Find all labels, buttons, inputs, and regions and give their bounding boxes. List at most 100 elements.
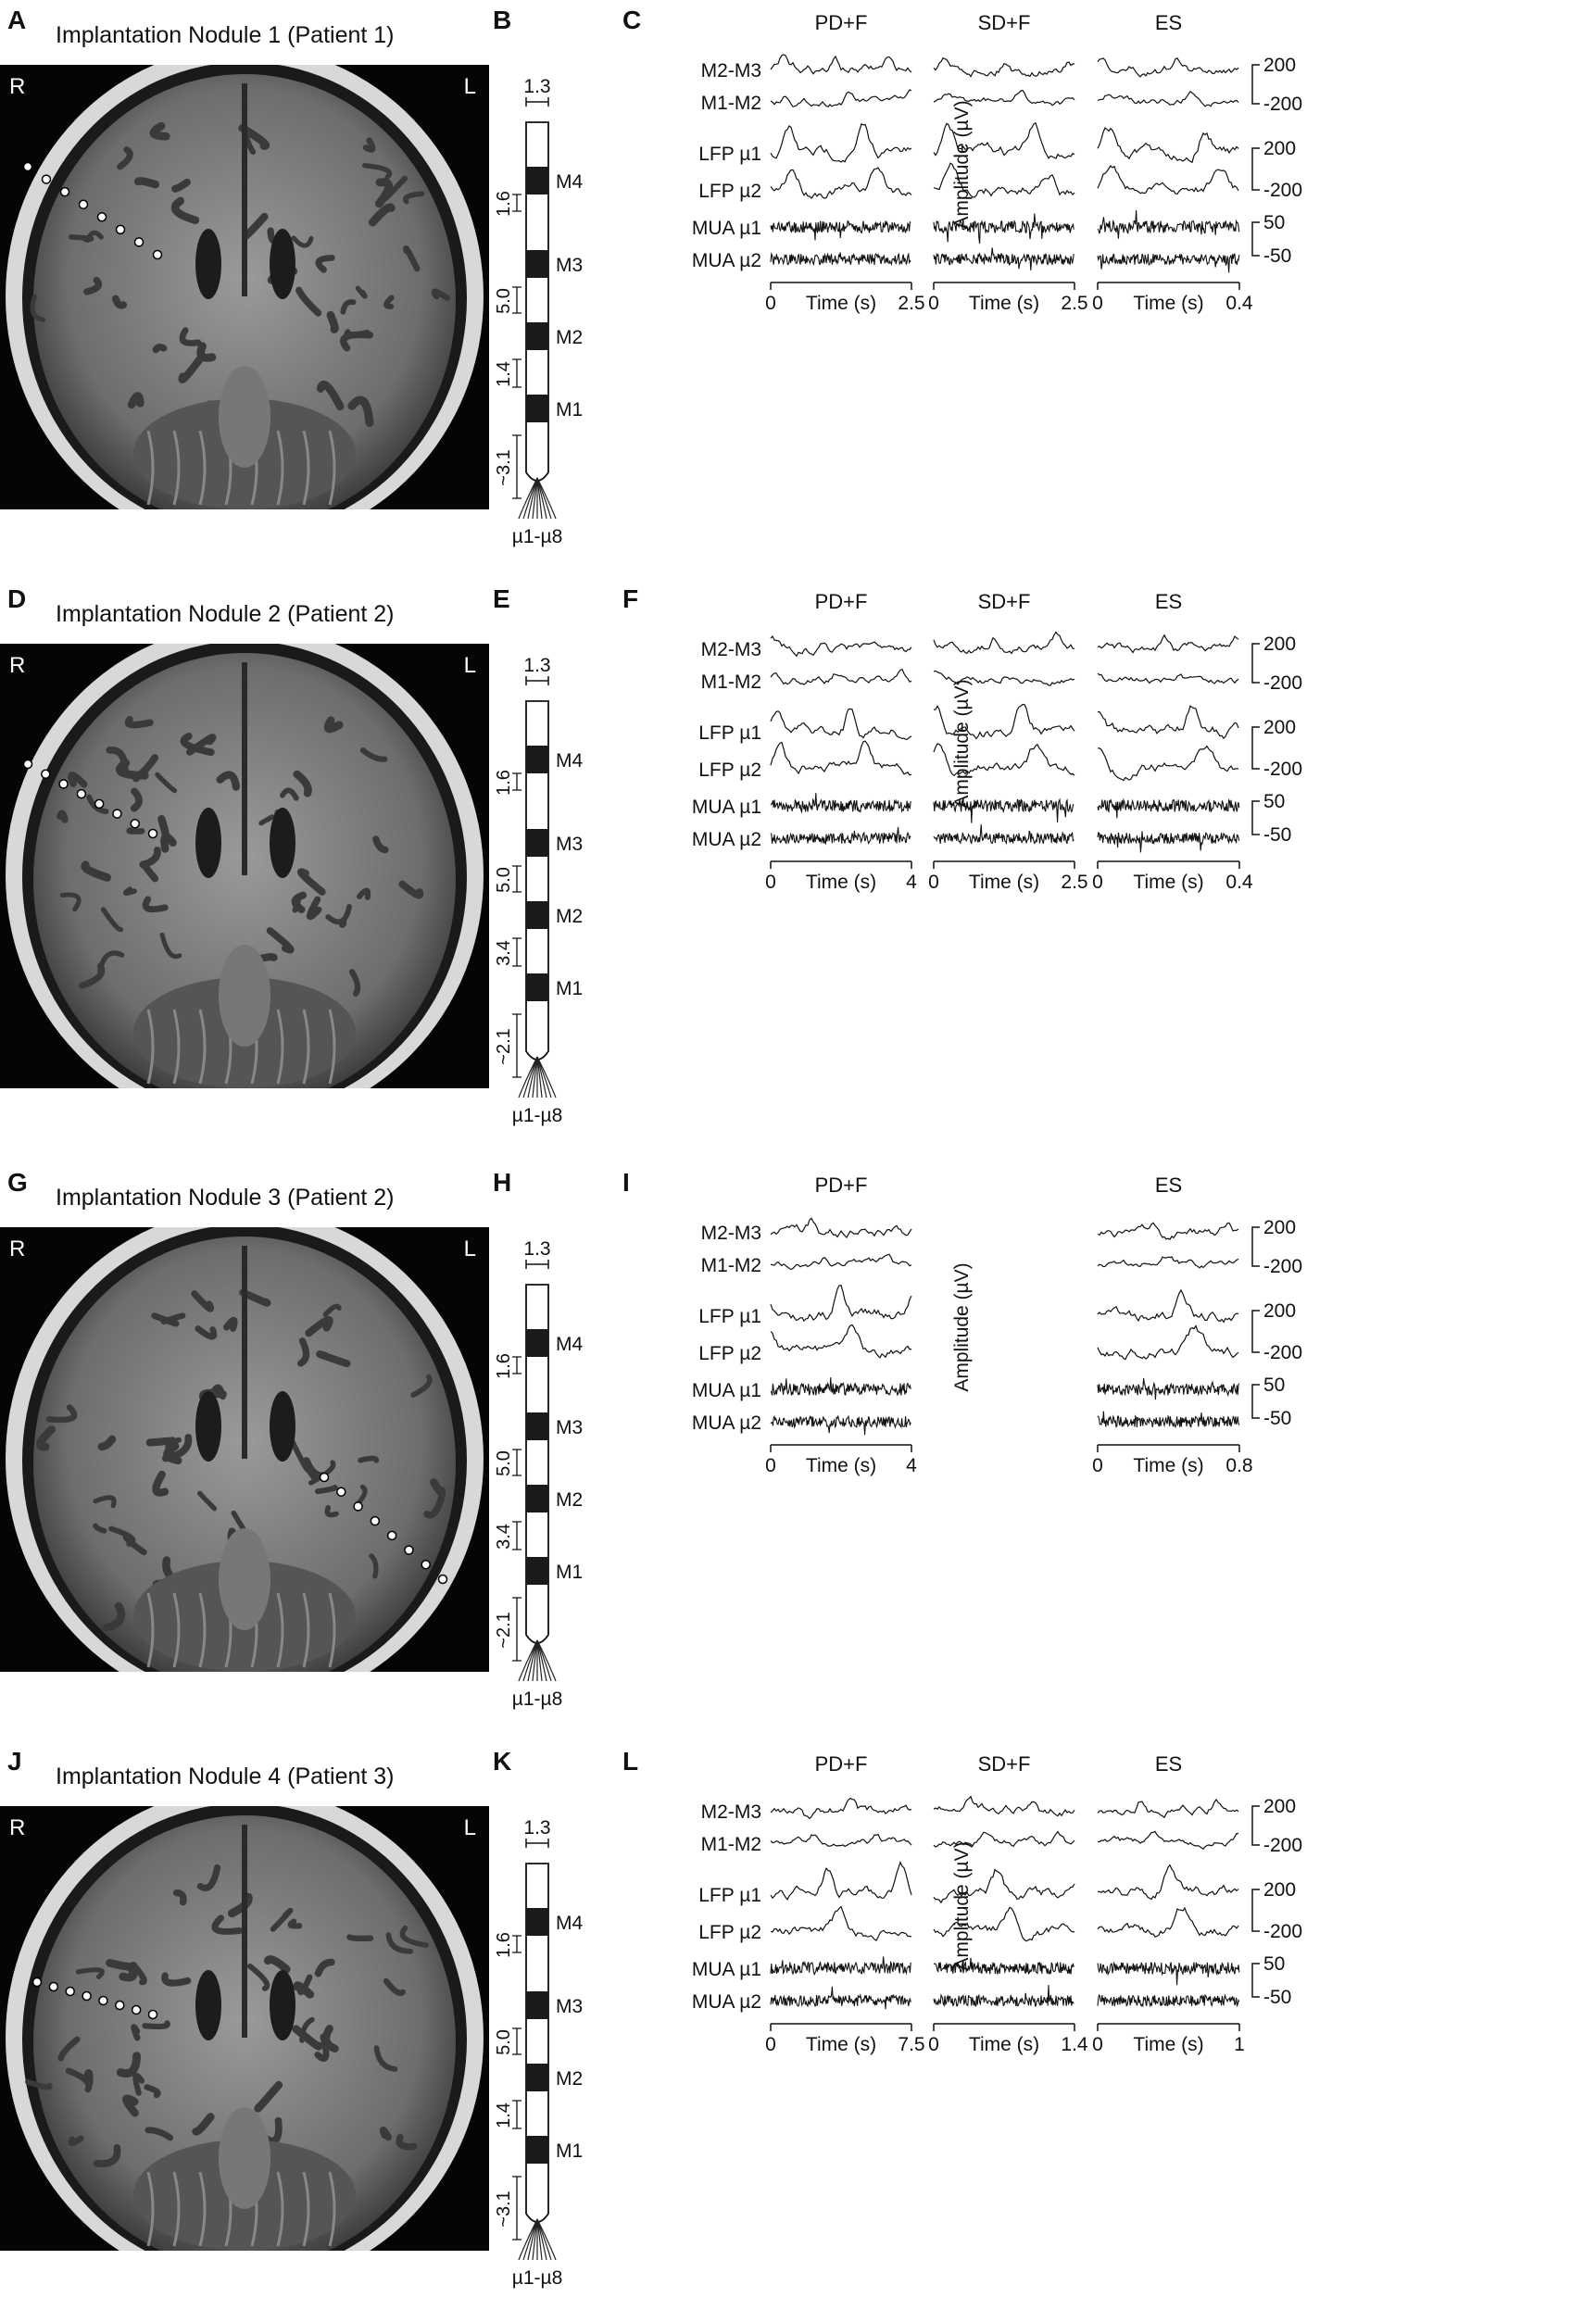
- macro-contact: [526, 1485, 548, 1513]
- condition-title: PD+F: [815, 11, 868, 34]
- scale-bottom-value: -50: [1263, 1408, 1291, 1429]
- panel-letter-traces: F: [622, 584, 639, 613]
- amplitude-scale-bar: [1251, 1805, 1260, 1846]
- spacing-label: ~3.1: [494, 449, 514, 485]
- recording-traces: M2-M3 M1-M2 LFP µ1 LFP µ2 MUA µ1 MUA µ2 PD+F 0 T…: [622, 1162, 1596, 1718]
- electrode-contact-dot: [58, 779, 69, 789]
- contact-label-m4: M4: [556, 171, 583, 193]
- channel-label: M1-M2: [701, 672, 761, 693]
- spacing-label: 3.4: [494, 1524, 514, 1550]
- brainstem: [219, 945, 270, 1047]
- electrode-contact-dot: [112, 809, 122, 819]
- brainstem: [219, 366, 270, 468]
- spacing-label: ~2.1: [494, 1028, 514, 1064]
- time-axis: [1097, 282, 1240, 290]
- figure-row-nodule-4: J K L Implantation Nodule 4 (Patient 3) …: [0, 1741, 1596, 2297]
- electrode-contact-dot: [353, 1501, 363, 1512]
- ventricle-left: [270, 1391, 295, 1462]
- condition-title: ES: [1155, 1174, 1182, 1197]
- trace-m2-m3: [1097, 634, 1239, 654]
- panel-letter-mri: A: [7, 6, 27, 34]
- panel-letter-traces: C: [622, 6, 642, 34]
- condition-title: PD+F: [815, 1174, 868, 1197]
- trace-m1-m2: [1097, 1830, 1239, 1851]
- spacing-label: 3.4: [494, 940, 514, 966]
- channel-label: MUA µ1: [692, 1380, 761, 1401]
- mri-title: Implantation Nodule 1 (Patient 1): [56, 22, 395, 48]
- scale-bottom-value: -200: [1263, 1342, 1302, 1363]
- amplitude-scale-bar: [1251, 726, 1260, 770]
- panel-letter-traces: L: [622, 1747, 639, 1776]
- contact-label-m3: M3: [556, 834, 583, 855]
- amplitude-axis-label: Amplitude (µV): [951, 679, 973, 808]
- panel-letter-electrode: B: [493, 6, 512, 34]
- scale-bottom-value: -50: [1263, 824, 1291, 846]
- micro-wire-label: µ1-µ8: [512, 1688, 563, 1710]
- condition-title: SD+F: [978, 11, 1031, 34]
- ventricle-right: [195, 229, 221, 299]
- time-axis-label: Time (s): [1133, 872, 1203, 893]
- time-axis-end: 2.5: [898, 293, 924, 314]
- trace-m2-m3: [1097, 1222, 1239, 1240]
- channel-label: MUA µ1: [692, 218, 761, 239]
- time-axis-start: 0: [928, 872, 939, 893]
- trace-m2-m3: [933, 56, 1075, 78]
- electrode-contact-dot: [82, 1990, 92, 2002]
- contact-label-m1: M1: [556, 2140, 583, 2162]
- time-axis-end: 0.4: [1225, 293, 1253, 314]
- panel-letter-electrode: E: [493, 584, 510, 613]
- mri-title: Implantation Nodule 2 (Patient 2): [56, 601, 395, 627]
- electrode-contact-dot: [41, 769, 51, 779]
- electrode-contact-dot: [437, 1574, 448, 1585]
- time-axis-label: Time (s): [1133, 2034, 1203, 2055]
- ventricle-left: [270, 1970, 295, 2040]
- trace-m2-m3: [1097, 1798, 1239, 1819]
- scale-top-value: 50: [1263, 1374, 1285, 1396]
- condition-title: ES: [1155, 1752, 1182, 1776]
- time-axis-start: 0: [765, 872, 776, 893]
- condition-title: SD+F: [978, 1752, 1031, 1776]
- contact-label-m4: M4: [556, 1334, 583, 1355]
- amplitude-scale-bar: [1251, 64, 1260, 105]
- amplitude-scale-bar: [1251, 800, 1260, 835]
- electrode-contact-dot: [115, 224, 126, 235]
- time-axis-start: 0: [1092, 293, 1103, 314]
- trace-mua-1: [770, 793, 911, 814]
- time-axis-label: Time (s): [969, 293, 1039, 314]
- time-axis-label: Time (s): [806, 2034, 876, 2055]
- electrode-diagram: 1.3 M4 M3 M2 M1 1.6 5.0 1.4 ~3.1 µ1-µ8: [493, 65, 622, 547]
- trace-lfp-1: [933, 703, 1075, 740]
- contact-label-m1: M1: [556, 1562, 583, 1583]
- channel-label: LFP µ1: [698, 144, 761, 165]
- trace-lfp-1: [933, 1868, 1075, 1904]
- trace-m1-m2: [770, 89, 912, 108]
- channel-label: M2-M3: [701, 60, 761, 82]
- channel-label: M1-M2: [701, 1255, 761, 1276]
- electrode-contact-dot: [152, 249, 163, 260]
- panel-letter-mri: J: [7, 1747, 22, 1776]
- panel-letter-electrode: K: [493, 1747, 512, 1776]
- time-axis-end: 7.5: [898, 2034, 924, 2055]
- trace-mua-2: [770, 1986, 911, 2010]
- scale-top-value: 200: [1263, 1217, 1296, 1238]
- electrode-contact-dot: [133, 237, 145, 247]
- amplitude-scale-bar: [1251, 147, 1260, 191]
- scale-bottom-value: -50: [1263, 1987, 1291, 2008]
- contact-label-m2: M2: [556, 2068, 583, 2090]
- time-axis-start: 0: [765, 2034, 776, 2055]
- trace-mua-2: [933, 247, 1074, 270]
- trace-m1-m2: [1097, 672, 1239, 684]
- trace-m2-m3: [770, 1217, 912, 1239]
- amplitude-scale-bar: [1251, 1889, 1260, 1932]
- spacing-label: ~3.1: [494, 2190, 514, 2227]
- trace-m1-m2: [770, 668, 912, 685]
- scale-bottom-value: -200: [1263, 94, 1302, 115]
- spacing-label: 5.0: [494, 288, 514, 314]
- time-axis: [933, 860, 1075, 869]
- time-axis-end: 0.8: [1225, 1455, 1252, 1476]
- electrode-contact-dot: [147, 828, 158, 839]
- micro-wire-label: µ1-µ8: [512, 2267, 563, 2289]
- side-label-right: R: [9, 1236, 26, 1261]
- channel-label: M2-M3: [701, 1223, 761, 1244]
- scale-top-value: 50: [1263, 791, 1285, 812]
